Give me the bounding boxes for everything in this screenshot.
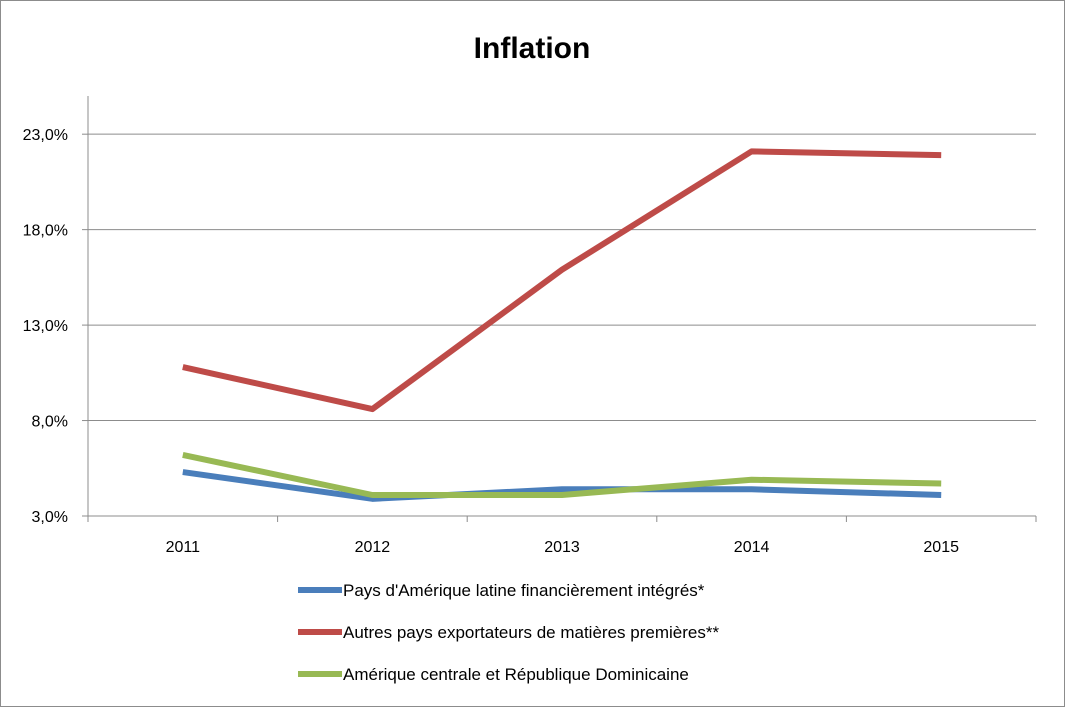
legend-label: Autres pays exportateurs de matières pre… — [343, 623, 719, 642]
x-tick-label: 2014 — [734, 539, 770, 556]
series-line-2 — [182, 148, 942, 413]
y-tick-label: 23,0% — [23, 127, 68, 144]
chart-title: Inflation — [474, 32, 591, 65]
x-tick-label: 2012 — [355, 539, 391, 556]
axes: 3,0% 8,0% 13,0% 18,0% 23,0% 2011 2012 2013 2014 2… — [23, 96, 1037, 556]
legend-label: Amérique centrale et République Dominica… — [343, 665, 689, 684]
legend-label: Pays d'Amérique latine financièrement in… — [343, 581, 705, 600]
x-tick-label: 2015 — [923, 539, 959, 556]
y-tick-label: 3,0% — [32, 509, 68, 526]
y-tick-label: 13,0% — [23, 318, 68, 335]
x-tick-label: 2013 — [544, 539, 580, 556]
series-lines — [182, 148, 942, 502]
y-tick-label: 8,0% — [32, 414, 68, 431]
y-tick-label: 18,0% — [23, 223, 68, 240]
legend: Pays d'Amérique latine financièrement in… — [298, 581, 719, 684]
x-tick-label: 2011 — [166, 539, 201, 556]
gridlines — [88, 133, 1036, 422]
